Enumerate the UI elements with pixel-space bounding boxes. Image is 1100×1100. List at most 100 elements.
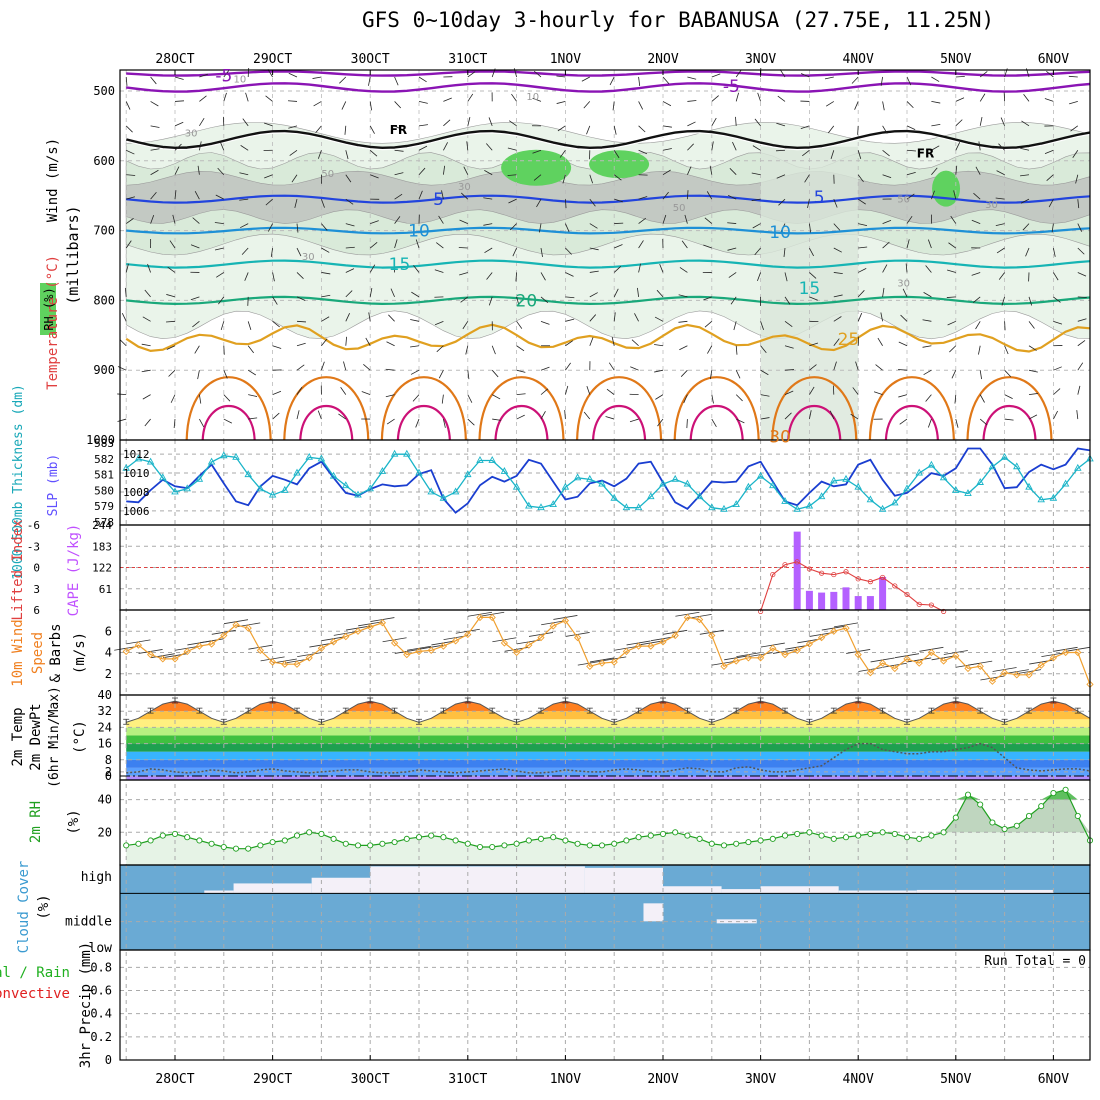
wind-barb: [804, 174, 810, 183]
x-tick-label-top: 31OCT: [448, 52, 487, 67]
wind-barb: [394, 239, 398, 249]
wind10m-point: [207, 640, 216, 648]
wind-barb: [144, 418, 151, 427]
wind-barb: [784, 412, 792, 420]
wind-barb: [125, 218, 134, 224]
wind-barb: [882, 241, 890, 249]
rh-point: [379, 840, 386, 847]
wind-barb: [167, 266, 176, 273]
wind-barb: [654, 344, 664, 347]
slp-tick-label: 1008: [123, 486, 150, 499]
wind-barb: [833, 294, 843, 298]
wind-barb: [662, 125, 672, 128]
wind-barb: [735, 394, 743, 402]
wind-barb: [418, 76, 427, 83]
rh-point: [635, 834, 642, 841]
li-point: [855, 576, 861, 582]
wind10m-point: [683, 613, 692, 622]
wind-barb: [1028, 369, 1038, 373]
minmax-bar: [172, 697, 178, 704]
wind10m-point: [647, 642, 655, 650]
wind-barb: [190, 244, 200, 249]
wind-barb: [413, 265, 420, 273]
wind-barb: [906, 171, 916, 176]
rh-point: [928, 832, 935, 839]
isotherm-label: 15: [799, 279, 821, 299]
wind-barb: [240, 223, 249, 229]
thickness-point: [805, 501, 814, 509]
rh-area-veryhigh: [126, 789, 1090, 800]
wind10m-ylabel-a: 10m Wind: [10, 619, 26, 686]
wind-barb: [681, 240, 688, 249]
isotherm-30: [966, 376, 1053, 441]
wind-barb: [898, 394, 908, 398]
wind10m-point: [439, 642, 448, 650]
wind-barb: [393, 263, 395, 273]
wind-barb: [729, 168, 737, 175]
wind10m-point: [915, 659, 923, 667]
rh-contour-label: 50: [673, 203, 686, 214]
temp-tick-label: 32: [98, 704, 112, 718]
wind-barb: [605, 416, 615, 420]
wind-barb: [556, 75, 566, 78]
wind10m-point: [464, 630, 472, 639]
li-tick-label: 3: [33, 583, 40, 596]
wind10m-point: [903, 655, 911, 663]
wind-barb: [1077, 385, 1081, 395]
wind-barb: [637, 287, 639, 297]
isotherm-label: -5: [215, 67, 232, 87]
wind10m-point: [708, 631, 716, 640]
wind-barb: [931, 123, 941, 127]
wind10m-ylabel-c: & Barbs: [48, 623, 64, 682]
wind-barb: [239, 198, 249, 201]
wind-barb: [121, 313, 127, 322]
wind-barb: [410, 369, 420, 375]
wind-barb: [458, 247, 468, 249]
wind-barb: [192, 217, 200, 224]
wind-barb: [953, 190, 957, 200]
wind-barb: [656, 289, 664, 298]
rh-point: [293, 832, 301, 839]
wind-barb: [144, 289, 151, 298]
thickness-point: [1049, 493, 1058, 501]
x-tick-label-bottom: 29OCT: [253, 1072, 292, 1087]
wind-barb: [363, 364, 371, 371]
wind-barb: [370, 174, 379, 179]
thickness-point: [976, 478, 984, 485]
wind10m-point: [598, 659, 606, 667]
wind-barb: [512, 247, 517, 257]
rh-area-high: [126, 789, 1090, 833]
thickness-point: [171, 487, 179, 495]
wind-barb: [345, 150, 349, 160]
thickness-point: [354, 490, 362, 498]
panel-frame-pr: [119, 949, 1091, 1061]
wind10m-point: [927, 648, 936, 657]
thickness-point: [634, 503, 643, 511]
wind-barb: [294, 199, 298, 208]
rh-point: [220, 843, 227, 851]
cloud-clear-high: [311, 877, 371, 894]
li-point: [757, 608, 764, 615]
rh-point: [781, 832, 789, 839]
wind-barb: [341, 101, 347, 110]
wind-barb: [141, 369, 151, 373]
wind-barb: [117, 393, 127, 396]
wind-barb: [662, 214, 667, 224]
wind-barb: [345, 336, 347, 346]
wind-barb: [686, 419, 688, 429]
wind-barb: [536, 198, 542, 208]
thickness-point: [415, 468, 423, 476]
wind-barb: [345, 223, 355, 227]
wind-barb: [711, 141, 714, 151]
minmax-bar: [318, 718, 325, 725]
minmax-bar: [928, 707, 935, 714]
wind-barb: [707, 345, 713, 354]
wind-barb: [150, 76, 157, 85]
rh-point: [623, 837, 630, 844]
wind10m-point: [952, 652, 960, 660]
li-point: [879, 574, 886, 581]
li-point: [782, 562, 788, 568]
wind-barb: [757, 272, 761, 282]
rh-point: [403, 835, 410, 842]
minmax-bar: [684, 707, 691, 714]
